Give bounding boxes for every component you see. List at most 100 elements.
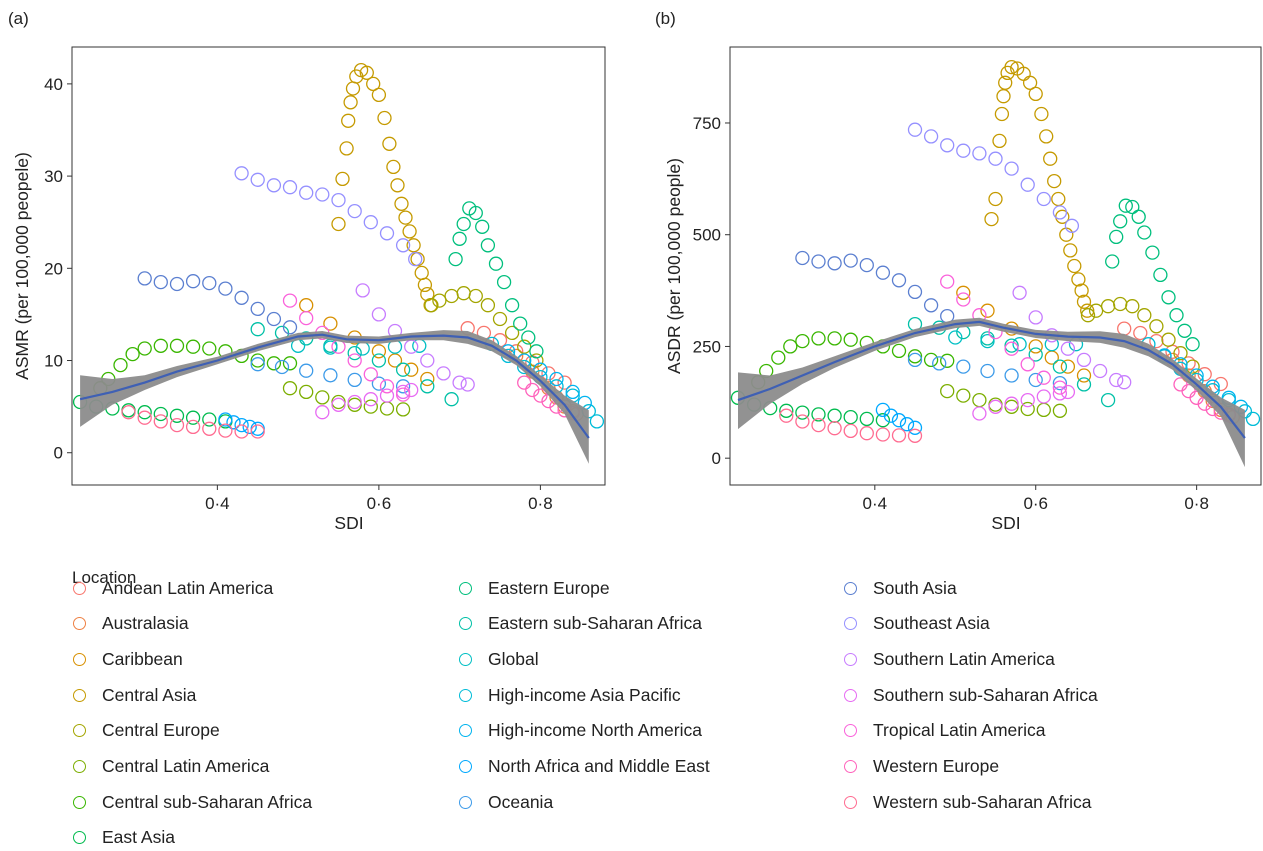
data-point xyxy=(371,376,387,391)
data-point xyxy=(343,95,358,110)
legend-item-label: Central Asia xyxy=(102,684,197,705)
data-point xyxy=(1028,372,1043,388)
y-tick-label: 0 xyxy=(712,449,721,468)
legend-item: South Asia xyxy=(843,575,957,601)
data-point xyxy=(795,250,810,266)
data-point xyxy=(1153,267,1168,283)
panel-b-series-4 xyxy=(1080,296,1200,374)
legend-item-label: Andean Latin America xyxy=(102,577,274,598)
data-point xyxy=(402,224,417,239)
data-point xyxy=(891,413,907,428)
legend-item-label: High-income Asia Pacific xyxy=(488,684,681,705)
legend-circle-icon xyxy=(459,581,472,595)
data-point xyxy=(1109,229,1124,245)
data-point xyxy=(1004,338,1019,353)
data-point xyxy=(517,375,532,390)
data-point xyxy=(448,251,463,267)
data-point xyxy=(250,357,265,372)
data-point xyxy=(843,409,858,425)
data-point xyxy=(341,113,356,128)
data-point xyxy=(1074,283,1089,298)
data-point xyxy=(883,408,899,423)
data-point xyxy=(843,332,858,347)
data-point xyxy=(299,384,314,400)
data-point xyxy=(371,307,387,322)
legend-item-label: Central sub-Saharan Africa xyxy=(102,791,313,812)
data-point xyxy=(513,316,528,331)
trend-confidence-band xyxy=(738,317,1245,468)
data-point xyxy=(996,89,1011,104)
data-point xyxy=(811,254,826,269)
legend-item-label: Southern sub-Saharan Africa xyxy=(873,684,1098,705)
data-point xyxy=(517,339,532,354)
legend-item-label: Eastern Europe xyxy=(488,577,610,598)
data-point xyxy=(956,388,971,403)
data-point xyxy=(1088,303,1104,318)
data-point xyxy=(779,403,794,418)
data-point xyxy=(1004,161,1019,176)
panel-a-series-17 xyxy=(355,283,475,392)
panel-b-series-3 xyxy=(984,59,1095,318)
data-point xyxy=(137,410,152,425)
data-point xyxy=(404,339,419,354)
y-tick-label: 0 xyxy=(54,444,63,463)
legend-item: Andean Latin America xyxy=(72,575,273,601)
legend-circle-icon xyxy=(73,724,86,738)
panel-b-x-axis-title: SDI xyxy=(991,513,1020,533)
y-tick-label: 500 xyxy=(693,226,721,245)
legend-item: Southeast Asia xyxy=(843,611,990,637)
data-point xyxy=(386,159,401,175)
x-tick-label: 0·8 xyxy=(528,494,553,513)
panel-a-series-13 xyxy=(218,412,265,436)
legend-item-label: Australasia xyxy=(102,613,189,634)
data-point xyxy=(218,423,233,438)
legend-circle-icon xyxy=(459,795,472,809)
legend-item-label: Central Latin America xyxy=(102,756,270,776)
data-point xyxy=(1092,363,1108,379)
data-point xyxy=(1020,392,1035,408)
legend-item: High-income Asia Pacific xyxy=(458,682,681,708)
legend-item: North Africa and Middle East xyxy=(458,754,710,780)
legend-item-label: Southeast Asia xyxy=(873,613,990,634)
data-point xyxy=(113,357,128,373)
data-point xyxy=(125,346,140,362)
data-point xyxy=(250,172,265,187)
data-point xyxy=(1060,384,1076,400)
legend-item-label: High-income North America xyxy=(488,720,702,741)
data-point xyxy=(377,110,392,126)
data-point xyxy=(795,405,810,420)
data-point xyxy=(1149,333,1164,349)
data-point xyxy=(541,366,556,381)
data-point xyxy=(137,341,152,356)
legend-title: Location xyxy=(72,568,137,587)
data-point xyxy=(980,363,995,379)
data-point xyxy=(315,187,330,202)
legend-item: High-income North America xyxy=(458,718,702,744)
data-point xyxy=(1117,375,1132,390)
data-point xyxy=(923,352,939,368)
data-point xyxy=(972,146,987,161)
data-point xyxy=(299,185,314,200)
data-point xyxy=(382,136,397,151)
data-point xyxy=(250,421,265,436)
data-point xyxy=(1004,396,1019,411)
data-point xyxy=(363,367,378,382)
data-point xyxy=(406,238,421,253)
data-point xyxy=(488,256,504,271)
legend-circle-icon xyxy=(73,652,86,666)
data-point xyxy=(331,394,346,410)
data-point xyxy=(923,298,939,313)
legend-item-label: Western Europe xyxy=(873,756,1000,776)
data-point xyxy=(1052,380,1068,395)
data-point xyxy=(417,277,433,293)
data-point xyxy=(379,379,395,394)
x-tick-label: 0·8 xyxy=(1184,494,1209,513)
legend-circle-icon xyxy=(73,688,86,702)
data-point xyxy=(424,298,439,313)
data-point xyxy=(347,203,362,219)
data-point xyxy=(185,419,201,435)
data-point xyxy=(843,253,858,268)
data-point xyxy=(496,274,512,290)
data-point xyxy=(1149,319,1164,334)
